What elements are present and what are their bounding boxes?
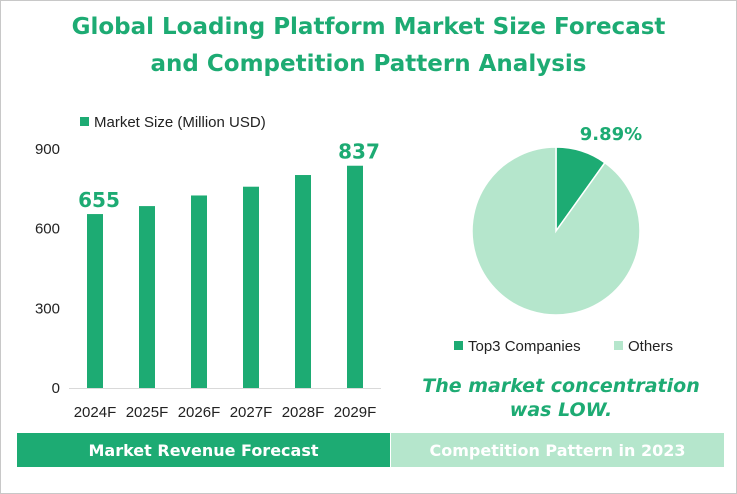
page-title: Global Loading Platform Market Size Fore… [1,9,736,83]
x-tick-label: 2029F [334,404,377,421]
x-tick-label: 2025F [126,404,169,421]
footer-competition-pattern: Competition Pattern in 2023 [391,433,724,467]
bar [139,206,155,388]
y-tick-label: 600 [35,221,60,238]
title-line-1: Global Loading Platform Market Size Fore… [71,14,666,40]
y-tick-label: 0 [52,380,60,397]
pie-legend-label-top3: Top3 Companies [468,338,581,355]
note-line-2: was LOW. [509,399,613,421]
bar-data-label: 655 [78,188,120,212]
pie-slice [471,146,641,316]
bar [87,214,103,388]
bar-legend-swatch [80,117,89,126]
footer-market-revenue-forecast: Market Revenue Forecast [17,433,390,467]
x-tick-label: 2024F [74,404,117,421]
bar-data-label: 837 [338,140,380,164]
concentration-note: The market concentration was LOW. [401,374,721,422]
x-tick-label: 2027F [230,404,273,421]
pie-chart: 9.89% [471,124,642,316]
bar [243,186,259,388]
pie-legend-swatch-others [614,341,623,350]
bar-legend-label: Market Size (Million USD) [94,114,266,131]
bar [347,165,363,388]
x-tick-label: 2026F [178,404,221,421]
note-line-1: The market concentration [422,375,700,397]
pie-legend-swatch-top3 [454,341,463,350]
pie-legend-label-others: Others [628,338,673,355]
bar [295,175,311,388]
bar-chart: 0 300 600 900 2024F 655 2025F 2026F 2027F 2028F 20… [35,140,381,421]
y-tick-label: 900 [35,141,60,158]
title-line-2: and Competition Pattern Analysis [150,51,587,77]
x-tick-label: 2028F [282,404,325,421]
y-tick-label: 300 [35,300,60,317]
bar [191,195,207,388]
pie-data-label: 9.89% [580,124,642,145]
